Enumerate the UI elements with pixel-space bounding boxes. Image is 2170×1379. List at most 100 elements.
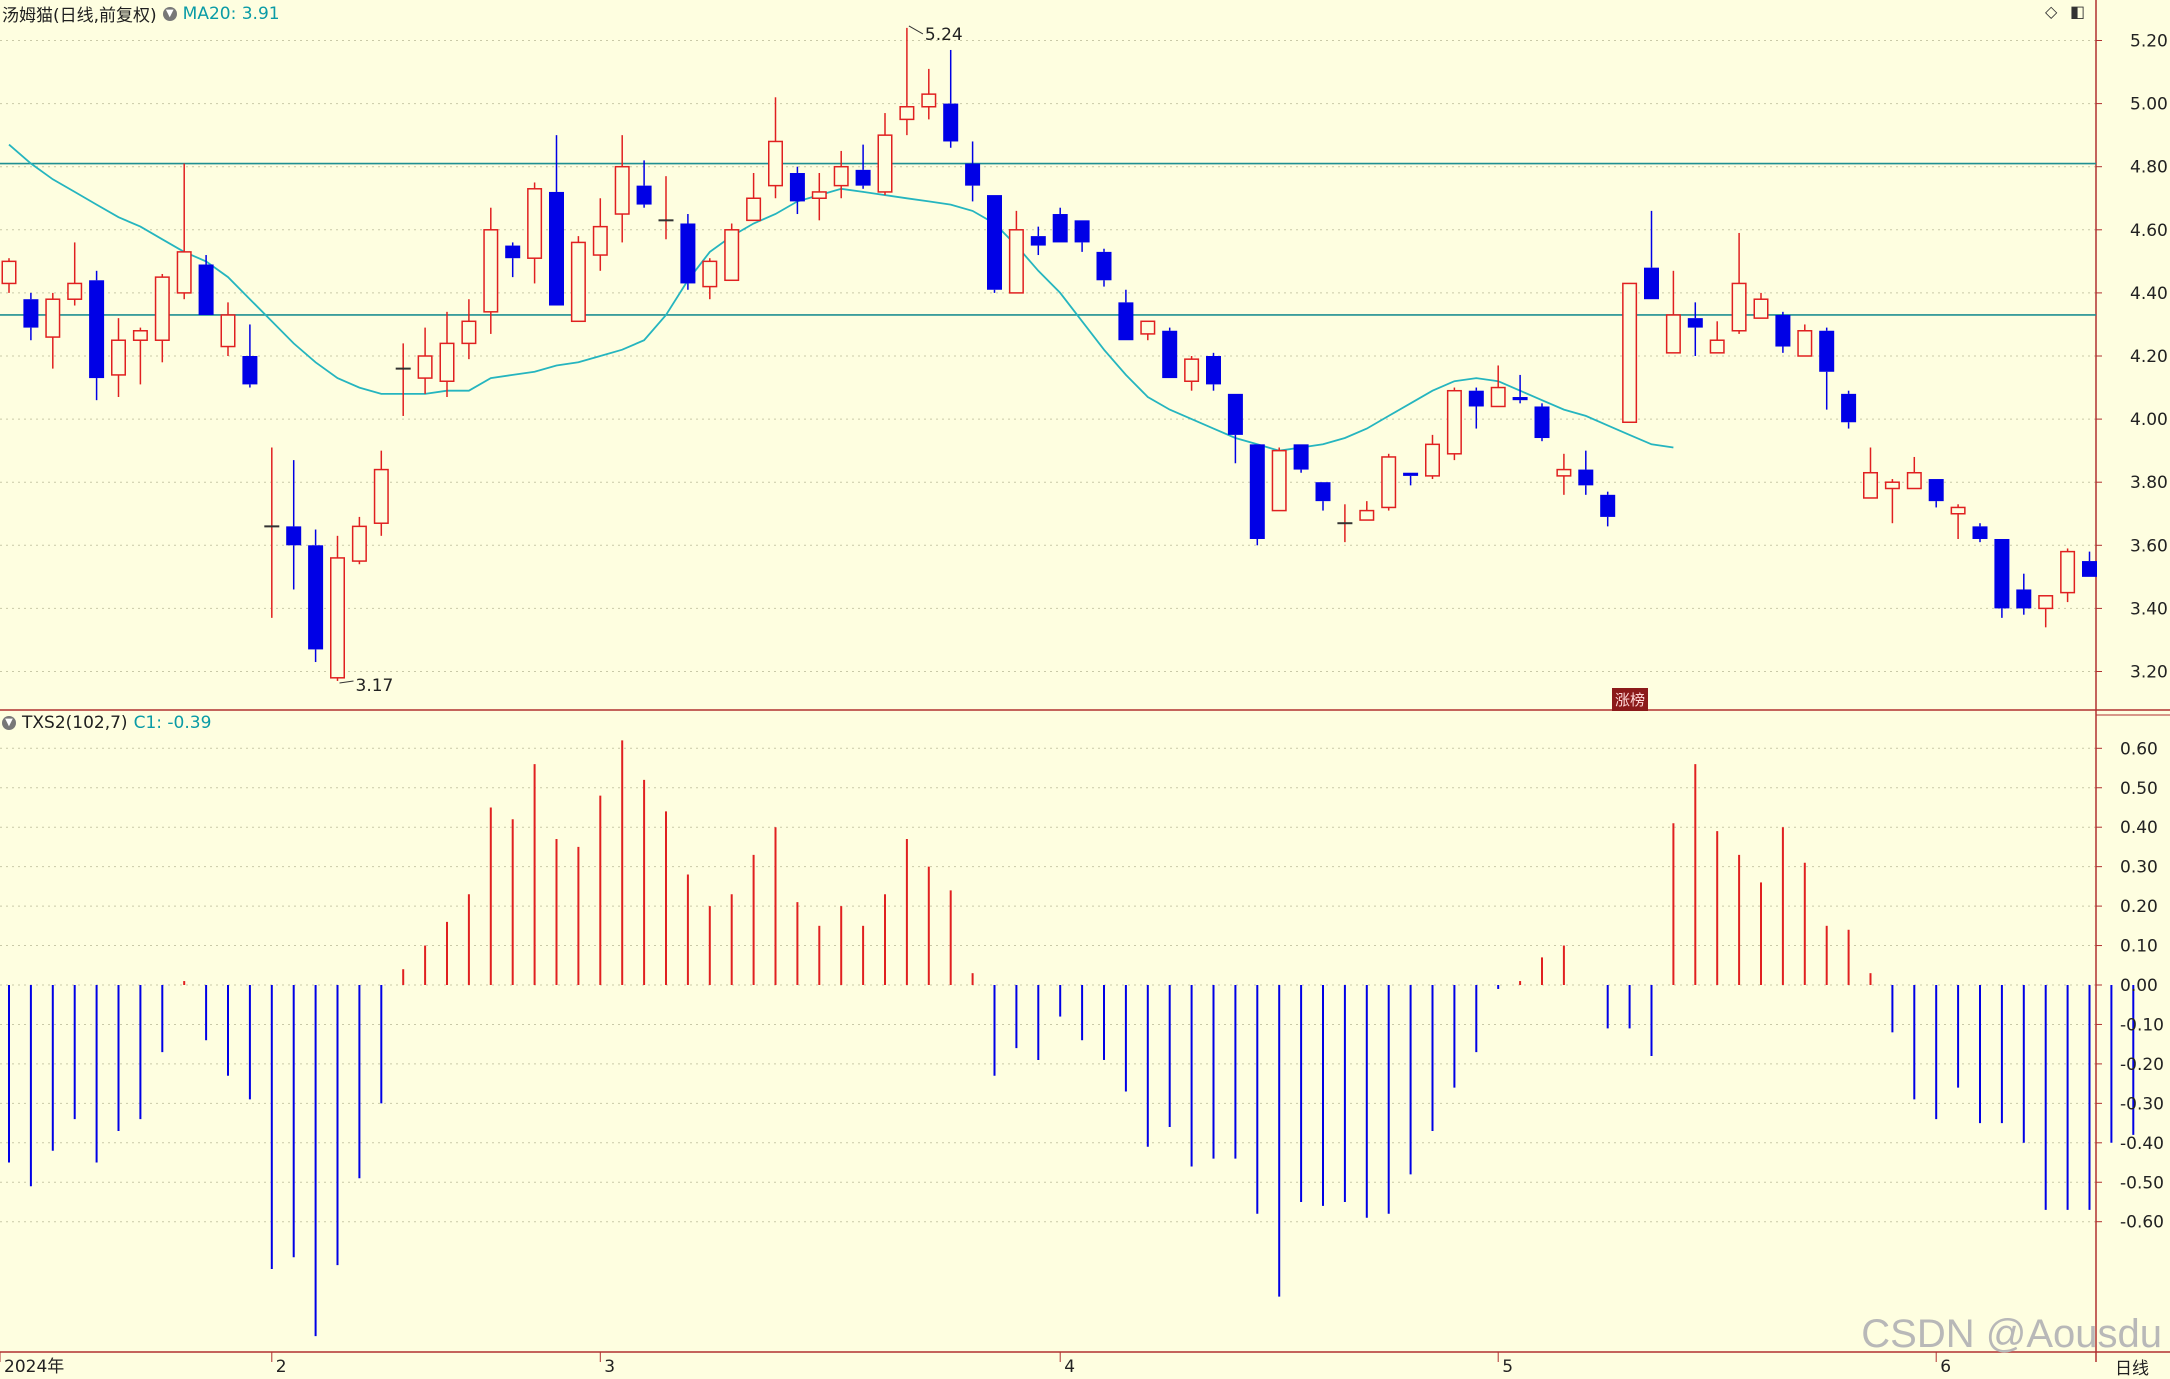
candle[interactable]	[680, 214, 695, 290]
candle[interactable]	[1688, 302, 1703, 356]
candle[interactable]	[1929, 479, 1944, 507]
candle[interactable]	[1775, 312, 1790, 353]
candle[interactable]	[572, 236, 586, 321]
candle[interactable]	[1600, 492, 1615, 527]
candle[interactable]	[1819, 328, 1834, 410]
window-icon[interactable]: ◧	[2070, 2, 2085, 21]
candle[interactable]	[68, 242, 82, 305]
candle[interactable]	[1886, 479, 1900, 523]
candle[interactable]	[1382, 454, 1396, 511]
candle[interactable]	[769, 97, 783, 198]
candle[interactable]	[1710, 321, 1724, 353]
candle-body	[46, 299, 60, 337]
candle[interactable]	[1557, 454, 1571, 495]
indicator-bars[interactable]	[9, 740, 2133, 1336]
candle[interactable]	[1097, 249, 1112, 287]
candle[interactable]	[1360, 501, 1374, 520]
candle[interactable]	[637, 160, 652, 207]
candle[interactable]	[943, 50, 958, 148]
period-label[interactable]: 日线	[2115, 1354, 2149, 1379]
candle[interactable]	[1994, 539, 2009, 618]
candle[interactable]	[462, 299, 476, 359]
candle[interactable]	[1206, 353, 1221, 391]
candle[interactable]	[965, 141, 980, 201]
candle[interactable]	[23, 293, 38, 340]
candle[interactable]	[308, 530, 323, 663]
candle[interactable]	[2061, 548, 2075, 602]
candle[interactable]	[1951, 504, 1965, 539]
candle[interactable]	[440, 312, 454, 397]
candle[interactable]	[264, 447, 279, 617]
candle[interactable]	[1141, 321, 1155, 340]
candle[interactable]	[987, 195, 1002, 293]
candle[interactable]	[1973, 523, 1988, 542]
candle[interactable]	[790, 167, 805, 214]
candle[interactable]	[1754, 293, 1768, 318]
candle[interactable]	[1732, 233, 1746, 334]
candle[interactable]	[1623, 283, 1637, 422]
candle[interactable]	[856, 145, 871, 189]
candle[interactable]	[594, 198, 608, 271]
candle[interactable]	[375, 451, 389, 536]
candlestick-series[interactable]	[2, 28, 2097, 681]
candle[interactable]	[900, 28, 914, 135]
candle[interactable]	[615, 135, 629, 242]
candle[interactable]	[2082, 552, 2097, 577]
candle[interactable]	[177, 164, 191, 300]
candle[interactable]	[1316, 482, 1331, 510]
candle[interactable]	[331, 536, 345, 681]
candle[interactable]	[1578, 451, 1593, 495]
candle[interactable]	[1250, 444, 1265, 545]
candle[interactable]	[549, 135, 564, 305]
candle[interactable]	[418, 328, 432, 394]
candle[interactable]	[221, 302, 235, 356]
candle[interactable]	[813, 173, 827, 220]
candle[interactable]	[112, 318, 126, 397]
candle[interactable]	[1337, 504, 1352, 542]
candle[interactable]	[1053, 208, 1068, 243]
candle[interactable]	[1644, 211, 1659, 299]
candle-body	[1535, 406, 1550, 438]
candle[interactable]	[1864, 447, 1878, 497]
y-tick-label: -0.20	[2120, 1055, 2164, 1075]
candle[interactable]	[922, 69, 936, 119]
candle[interactable]	[2039, 596, 2053, 628]
candle[interactable]	[1535, 403, 1550, 441]
candle[interactable]	[89, 271, 104, 400]
candle[interactable]	[528, 182, 542, 283]
candle[interactable]	[199, 255, 214, 315]
candle[interactable]	[156, 274, 170, 362]
candle[interactable]	[2, 258, 16, 293]
candle[interactable]	[1118, 290, 1133, 340]
candle[interactable]	[1469, 388, 1484, 429]
candle[interactable]	[1272, 447, 1286, 510]
candle[interactable]	[1010, 211, 1024, 293]
candle[interactable]	[353, 517, 367, 564]
candle[interactable]	[747, 173, 761, 220]
chevron-down-icon[interactable]: ▼	[163, 7, 177, 21]
candle[interactable]	[1228, 394, 1243, 463]
candle[interactable]	[1426, 435, 1440, 479]
candle[interactable]	[1908, 457, 1922, 489]
candle[interactable]	[1667, 271, 1681, 353]
candle[interactable]	[46, 293, 60, 369]
candle[interactable]	[1185, 356, 1199, 391]
candle[interactable]	[1798, 324, 1812, 356]
candle[interactable]	[505, 242, 520, 277]
candle[interactable]	[242, 324, 257, 387]
candle[interactable]	[1294, 444, 1309, 472]
candle[interactable]	[878, 113, 892, 195]
candle[interactable]	[1403, 473, 1418, 486]
candle[interactable]	[396, 343, 411, 416]
candle[interactable]	[1031, 227, 1046, 255]
candle[interactable]	[1841, 391, 1856, 429]
candle[interactable]	[1075, 220, 1090, 252]
candle[interactable]	[1162, 328, 1177, 378]
candle[interactable]	[834, 151, 848, 198]
candle[interactable]	[1448, 388, 1462, 461]
chevron-down-icon[interactable]: ▼	[2, 716, 16, 730]
candle[interactable]	[286, 460, 301, 589]
diamond-icon[interactable]: ◇	[2045, 2, 2057, 21]
candle[interactable]	[725, 223, 739, 280]
candle[interactable]	[1491, 365, 1505, 406]
